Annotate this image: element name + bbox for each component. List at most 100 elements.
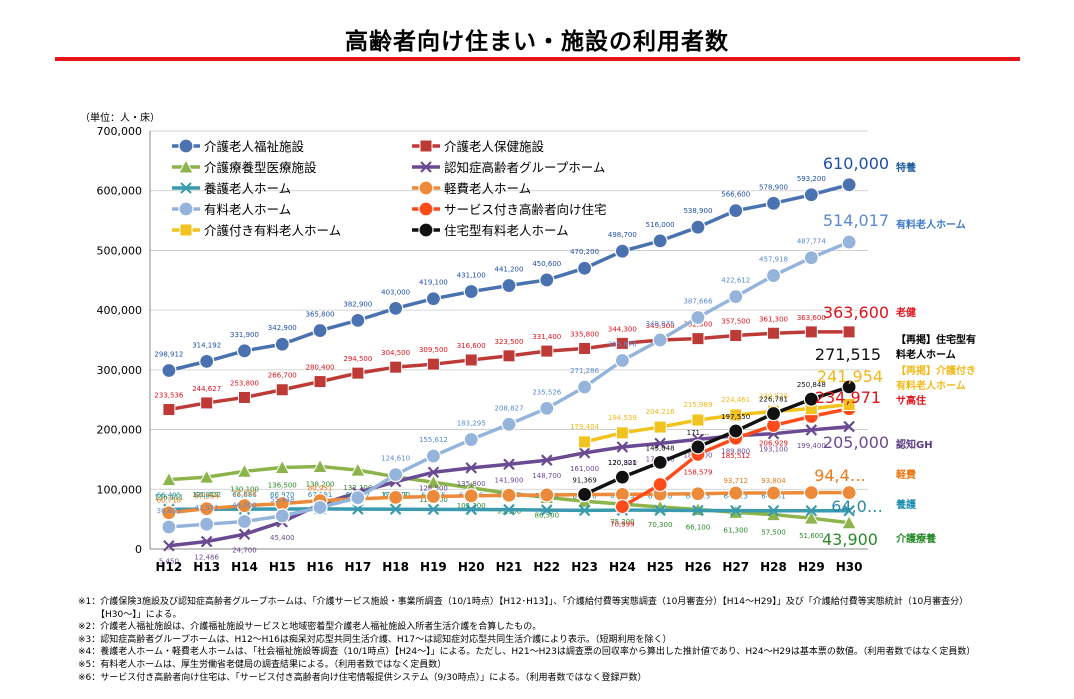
data-label: 72,532 xyxy=(232,490,257,498)
data-point xyxy=(388,466,404,483)
data-point xyxy=(274,336,290,352)
data-point xyxy=(427,503,440,516)
unit-label: （単位：人・床） xyxy=(80,113,160,124)
data-point xyxy=(803,510,820,525)
legend-label: 介護老人福祉施設 xyxy=(204,139,305,154)
data-point xyxy=(198,469,215,484)
data-point xyxy=(803,485,819,501)
data-point xyxy=(767,326,781,340)
data-point xyxy=(576,260,593,276)
data-point xyxy=(236,498,253,514)
data-point xyxy=(418,201,434,217)
series-right-label: 介護療養 xyxy=(895,532,936,545)
data-point xyxy=(388,489,404,505)
data-label: 170,800 xyxy=(608,459,637,467)
x-tick-label: H19 xyxy=(420,560,447,574)
footnote: ※5：有料老人ホームは、厚生労働省老健局の調査結果による。（利用者数ではなく定員… xyxy=(78,659,447,670)
y-tick-label: 0 xyxy=(135,543,142,556)
data-point xyxy=(652,233,668,249)
x-tick-label: H20 xyxy=(458,560,485,574)
y-tick-label: 300,000 xyxy=(97,364,143,377)
data-point xyxy=(578,504,591,517)
data-label: 80,951 xyxy=(308,485,333,493)
data-label: 250,848 xyxy=(797,381,826,389)
data-point xyxy=(350,462,366,477)
data-label: 315,678 xyxy=(608,340,637,348)
data-point xyxy=(427,466,440,479)
data-label: 194,539 xyxy=(608,414,637,422)
data-point xyxy=(728,289,744,305)
series-right-label: 【再掲】介護付き xyxy=(896,364,976,377)
data-point xyxy=(803,187,819,203)
data-point xyxy=(503,503,515,516)
series-6: 36,855 41,551 46,000 55,448 124,610 155,612 18… xyxy=(157,234,857,535)
legend-label: 養護老人ホーム xyxy=(204,181,291,196)
data-point xyxy=(578,435,592,449)
data-point xyxy=(161,519,177,535)
title-underline xyxy=(55,57,1020,61)
data-point xyxy=(199,353,215,369)
data-point xyxy=(178,138,194,154)
data-point xyxy=(237,390,251,404)
data-point xyxy=(465,462,477,474)
data-point xyxy=(690,439,706,455)
data-point xyxy=(236,463,253,478)
data-label: 316,600 xyxy=(457,342,486,350)
data-label: 230,570 xyxy=(759,392,788,400)
footnote: 【H30～】」による。 xyxy=(96,609,182,620)
data-point xyxy=(425,291,442,307)
data-point xyxy=(805,505,818,517)
data-label: 132,100 xyxy=(343,484,372,492)
data-label: 593,200 xyxy=(797,175,826,183)
data-label: 66,612 xyxy=(194,491,219,499)
data-label: 128,500 xyxy=(419,484,448,492)
data-label: 224,461 xyxy=(721,396,750,404)
x-tick-label: H22 xyxy=(533,560,560,574)
data-label: 226,781 xyxy=(759,396,788,404)
data-label: 66,100 xyxy=(686,524,711,532)
x-tick-label: H23 xyxy=(571,560,598,574)
line-chart: 0 100,000 200,000 300,000 400,000 500,000 600,… xyxy=(97,125,977,574)
series-right-label: サ高住 xyxy=(896,394,926,407)
x-tick-label: H14 xyxy=(231,560,258,574)
data-label: 206,929 xyxy=(759,439,788,447)
data-point xyxy=(841,177,857,193)
y-tick-label: 400,000 xyxy=(97,304,143,317)
data-label: 5,450 xyxy=(159,558,179,566)
data-label: 189,800 xyxy=(721,448,750,456)
data-point xyxy=(274,459,291,474)
data-label: 193,100 xyxy=(759,446,788,454)
data-label: 349,975 xyxy=(646,320,675,328)
data-point xyxy=(419,139,433,153)
data-label: 431,100 xyxy=(457,272,486,280)
data-label: 342,900 xyxy=(268,324,297,332)
data-label: 24,700 xyxy=(232,546,257,554)
data-point xyxy=(691,332,705,346)
end-value-label: 610,000 xyxy=(823,154,889,173)
data-label: 294,500 xyxy=(343,355,372,363)
data-label: 271,286 xyxy=(570,367,599,375)
data-point xyxy=(843,420,855,433)
data-point xyxy=(691,413,705,427)
data-label: 158,579 xyxy=(683,468,712,476)
data-point xyxy=(162,403,176,417)
data-label: 102,300 xyxy=(457,502,486,510)
data-label: 66,495 xyxy=(157,491,182,499)
end-value-label: 94,4… xyxy=(814,466,866,485)
data-point xyxy=(178,201,194,217)
data-point xyxy=(464,353,478,367)
series-right-label: 軽費 xyxy=(896,468,916,481)
x-tick-label: H16 xyxy=(307,560,334,574)
series-9: 91,369120,321145,048171,…197,550226,7812… xyxy=(572,379,857,503)
data-label: 185,512 xyxy=(721,452,750,460)
data-point xyxy=(463,283,479,300)
data-point xyxy=(502,349,516,363)
data-point xyxy=(765,485,782,501)
x-tick-label: H29 xyxy=(798,560,825,574)
data-label: 538,900 xyxy=(683,207,712,215)
series-right-label: 養護 xyxy=(895,498,917,511)
data-point xyxy=(729,504,742,517)
data-point xyxy=(501,487,517,503)
data-point xyxy=(540,344,554,358)
data-label: 46,000 xyxy=(232,502,257,510)
